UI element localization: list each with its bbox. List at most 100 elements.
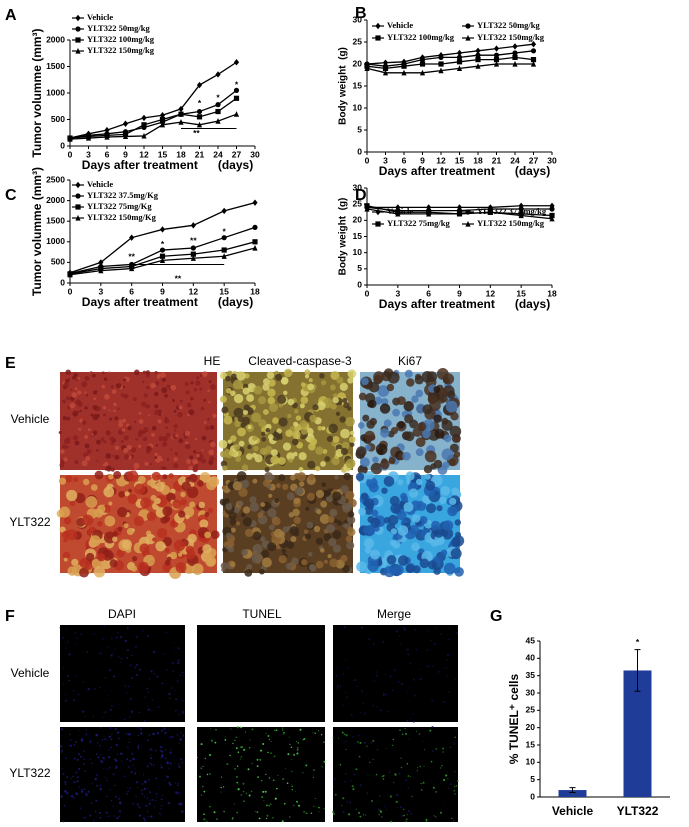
marker [419, 57, 426, 63]
cell [166, 556, 172, 562]
cell [77, 693, 80, 696]
cell [159, 745, 163, 749]
cell [143, 787, 146, 791]
cell [435, 791, 437, 793]
cell [74, 387, 78, 391]
legend-label: YLT322 150mg/kg [87, 45, 155, 55]
cell [277, 434, 283, 440]
y-tick-label: 20 [526, 722, 536, 732]
cell [100, 727, 102, 729]
cell [92, 414, 99, 421]
cell [147, 806, 149, 807]
cell [89, 758, 91, 761]
cell [89, 740, 92, 743]
cell [225, 503, 233, 511]
cell [253, 385, 263, 395]
cell [366, 745, 368, 747]
cell [296, 752, 299, 755]
cell [64, 438, 71, 445]
cell [268, 524, 275, 531]
cell [440, 633, 443, 635]
cell [90, 802, 93, 804]
cell [200, 767, 203, 770]
cell [235, 456, 242, 462]
legend-label: YLT322 37.5mg/Kg [87, 190, 159, 200]
cell [179, 738, 182, 741]
cell [78, 768, 81, 770]
cell [74, 460, 79, 465]
cell [295, 415, 302, 421]
cell [433, 815, 435, 817]
cell [156, 732, 160, 735]
cell [226, 763, 229, 766]
marker [159, 257, 166, 263]
cell [119, 661, 121, 663]
marker [196, 81, 203, 89]
cell [308, 473, 315, 481]
cell [142, 370, 147, 374]
cell [140, 732, 143, 735]
cell [202, 765, 204, 768]
cell [181, 810, 184, 813]
cell [369, 417, 377, 426]
cell [449, 497, 457, 505]
cell [64, 378, 70, 384]
cell [411, 795, 413, 798]
cell [120, 752, 123, 755]
cell [73, 757, 76, 760]
cell [426, 503, 436, 514]
cell [108, 473, 114, 480]
cell [274, 729, 276, 732]
cell [178, 405, 183, 410]
cell [378, 814, 380, 816]
cell [243, 404, 250, 411]
marker [141, 122, 147, 128]
cell [122, 539, 133, 550]
cell [168, 781, 171, 784]
cell [409, 662, 412, 665]
cell [97, 520, 103, 527]
cell [76, 758, 79, 761]
cell [246, 564, 253, 570]
cell [346, 696, 348, 698]
cell [349, 801, 352, 804]
cell [422, 741, 424, 742]
cell [169, 736, 172, 739]
cell [342, 810, 345, 813]
cell [191, 563, 204, 575]
cell [214, 741, 217, 744]
cell [209, 805, 211, 808]
cell [312, 776, 314, 778]
x-tick-label: 18 [176, 149, 186, 159]
cell [368, 638, 371, 641]
series-line [69, 61, 237, 139]
cell [163, 466, 167, 470]
cell [152, 699, 154, 701]
cell [109, 690, 111, 692]
y-tick-label: 10 [353, 247, 363, 257]
cell [201, 454, 204, 458]
cell [208, 674, 210, 676]
cell [171, 662, 174, 664]
cell [83, 651, 84, 653]
cell [238, 783, 240, 785]
cell [342, 564, 350, 573]
cell [152, 732, 155, 736]
cell [155, 541, 166, 552]
cell [381, 487, 388, 494]
cell [343, 626, 346, 629]
cell [335, 411, 341, 416]
cell [135, 795, 137, 797]
cell [206, 479, 217, 491]
cell [122, 385, 126, 389]
cell [241, 464, 249, 471]
cell [63, 667, 65, 669]
cell [148, 734, 151, 736]
cell [433, 459, 443, 469]
cell [231, 373, 237, 380]
x-tick-label: 15 [516, 288, 526, 298]
marker [159, 116, 166, 123]
cell [172, 499, 182, 509]
cell [340, 554, 348, 563]
cell [155, 796, 158, 798]
